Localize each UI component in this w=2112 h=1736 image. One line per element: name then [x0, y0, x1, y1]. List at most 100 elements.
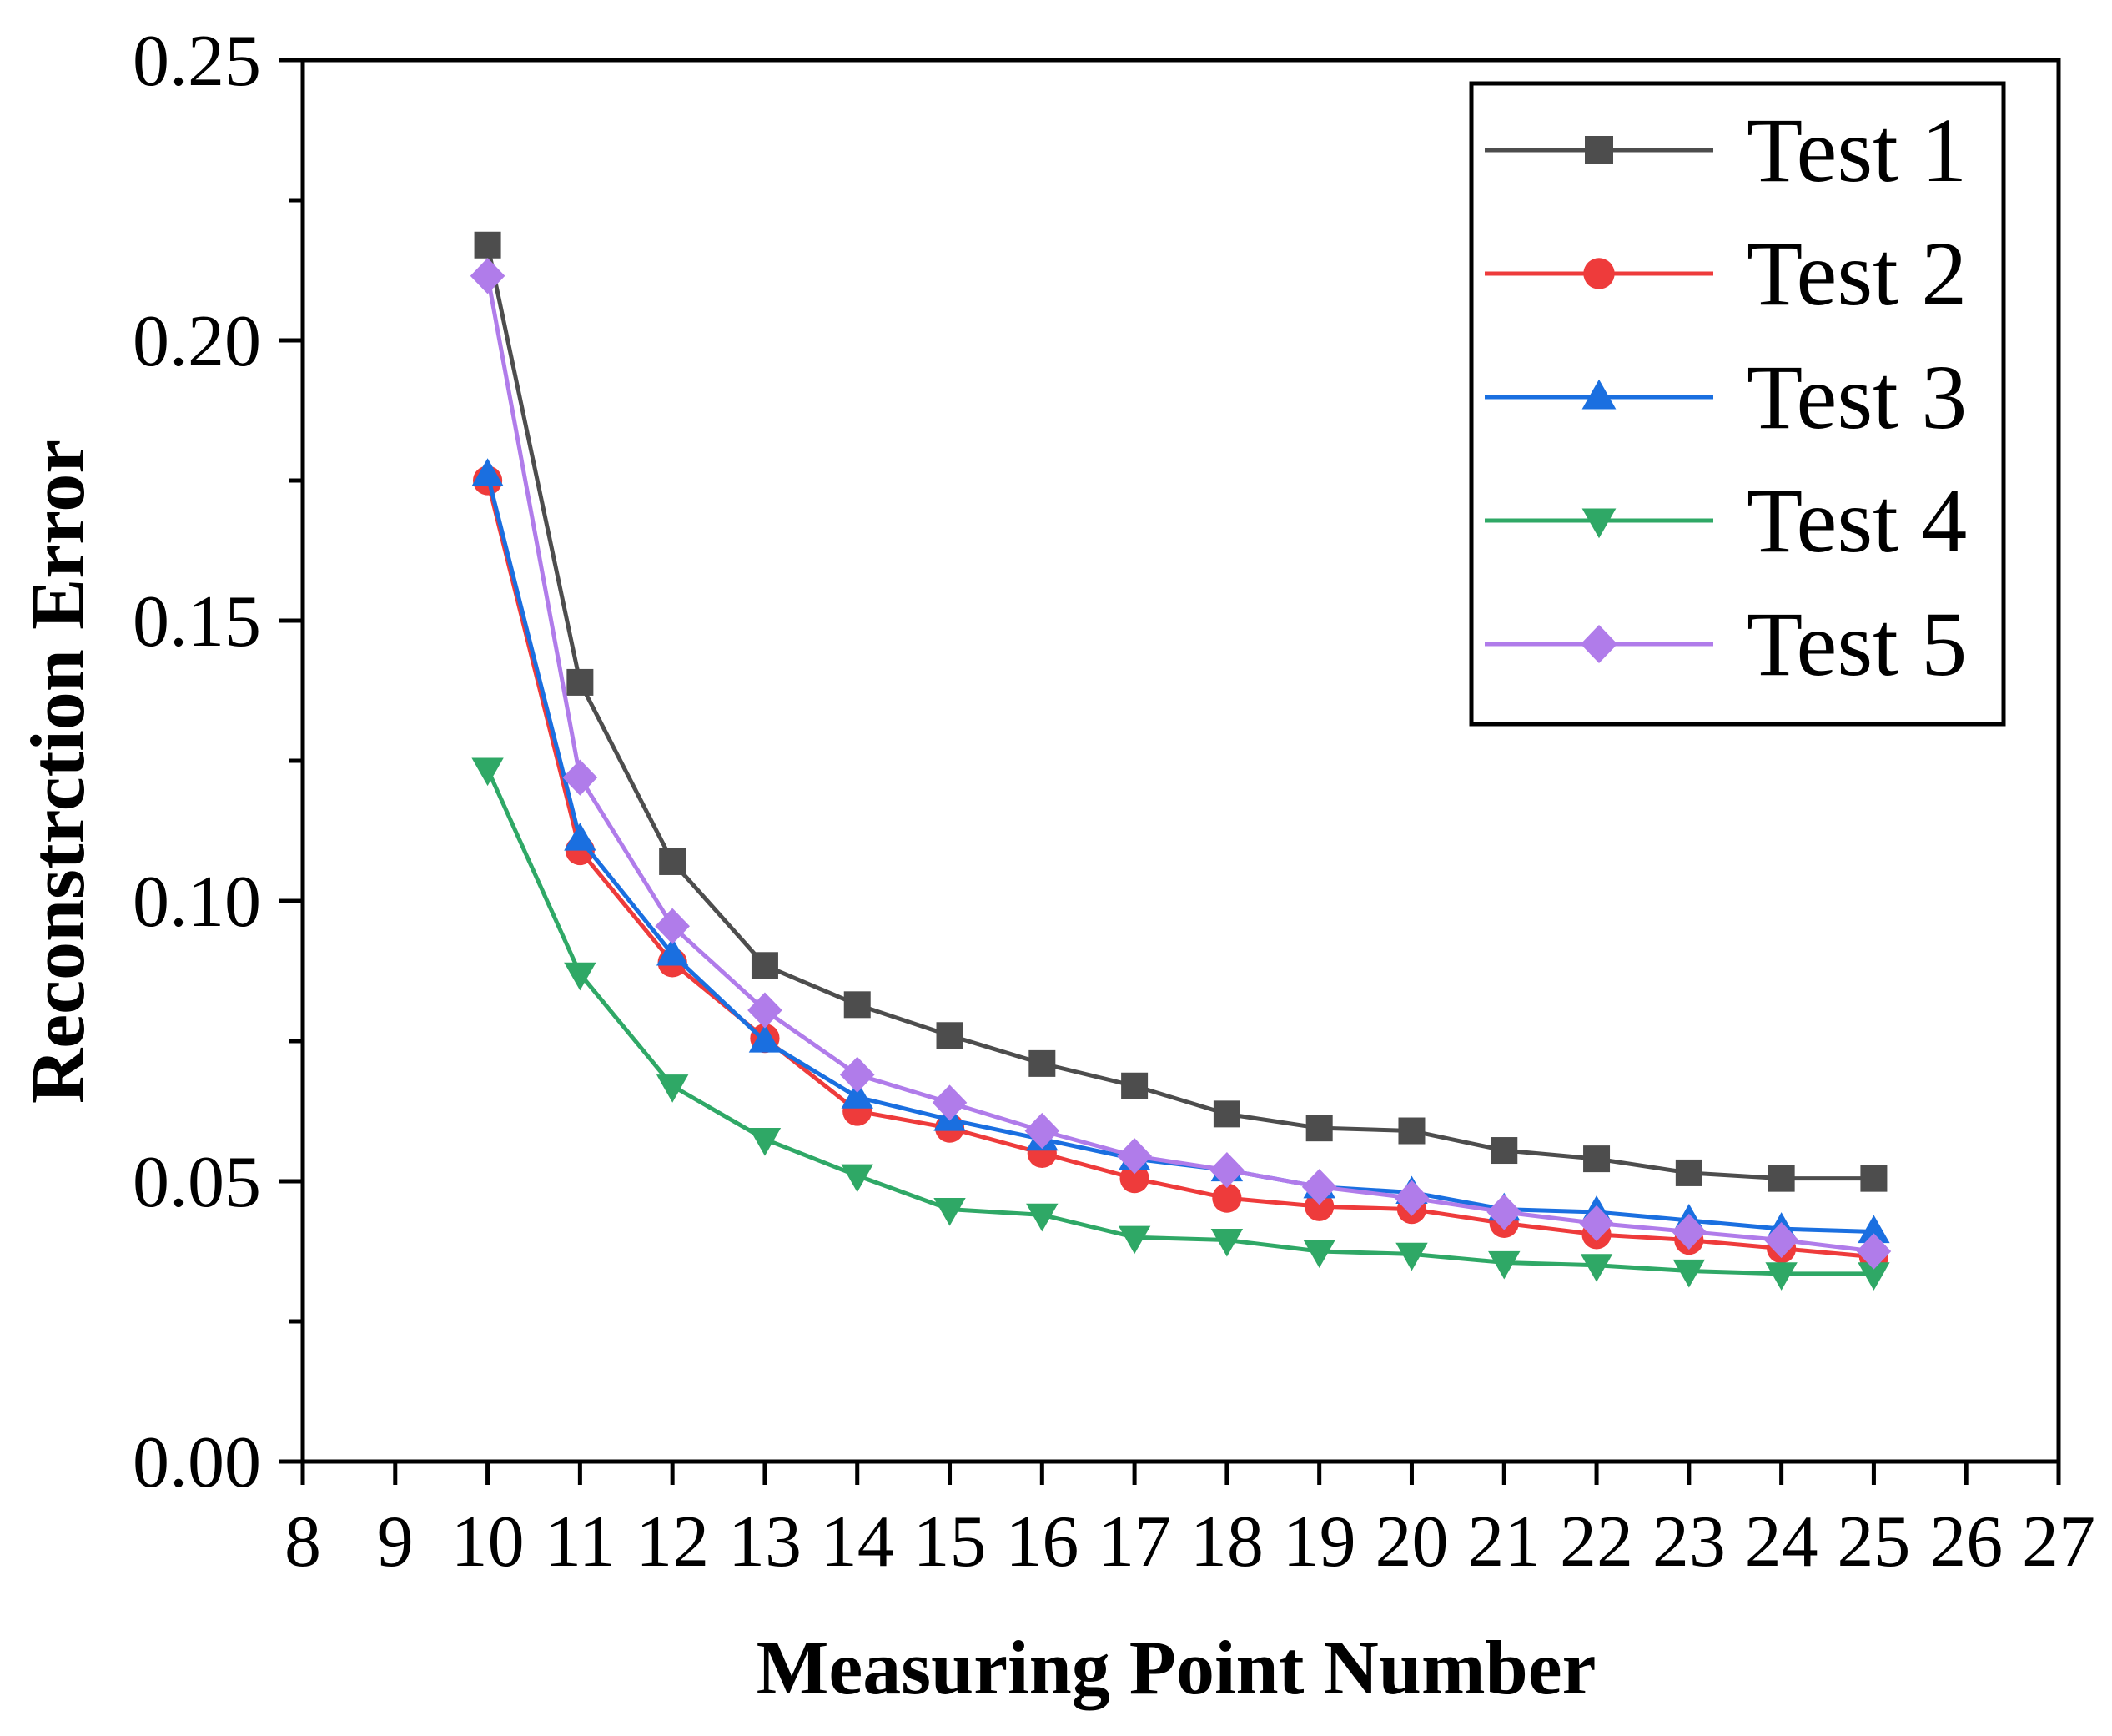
data-point: [564, 962, 596, 991]
legend-label: Test 3: [1747, 346, 1967, 448]
data-point: [471, 458, 504, 486]
data-point: [839, 1056, 875, 1093]
x-tick-label: 11: [545, 1502, 616, 1583]
y-tick-label: 0.00: [133, 1422, 261, 1503]
y-axis-title: Reconstrction Error: [15, 440, 100, 1104]
data-point: [748, 1024, 782, 1053]
x-tick-label: 17: [1098, 1502, 1171, 1583]
x-tick-label: 19: [1283, 1502, 1356, 1583]
data-point: [1580, 625, 1618, 663]
data-point: [1119, 1164, 1149, 1194]
data-point: [1026, 1203, 1059, 1232]
data-point: [751, 952, 778, 979]
data-point: [1118, 1225, 1151, 1255]
data-point: [1672, 1213, 1707, 1250]
data-point: [656, 1074, 689, 1103]
x-tick-label: 26: [1929, 1502, 2003, 1583]
legend-item: Test 3: [1485, 346, 1967, 448]
data-point: [1765, 1262, 1798, 1291]
x-tick-label: 18: [1190, 1502, 1264, 1583]
legend-item: Test 4: [1485, 470, 1967, 571]
x-axis-title: Measuring Point Number: [757, 1625, 1597, 1710]
y-tick-label: 0.10: [133, 862, 261, 943]
data-point: [1213, 1100, 1240, 1128]
data-point: [655, 908, 690, 944]
data-point: [1212, 1183, 1242, 1213]
data-point: [1486, 1194, 1522, 1230]
x-tick-label: 24: [1745, 1502, 1818, 1583]
data-point: [1581, 508, 1617, 539]
y-tick-label: 0.05: [133, 1142, 261, 1223]
x-tick-label: 23: [1652, 1502, 1726, 1583]
data-point: [1209, 1151, 1245, 1189]
data-point: [1768, 1165, 1795, 1192]
data-point: [841, 1164, 873, 1193]
data-point: [1491, 1137, 1518, 1165]
data-point: [933, 1198, 966, 1226]
x-tick-label: 22: [1560, 1502, 1633, 1583]
x-tick-label: 25: [1837, 1502, 1910, 1583]
x-tick-label: 21: [1467, 1502, 1541, 1583]
data-point: [1583, 258, 1615, 289]
legend-box: [1469, 81, 2006, 727]
legend-label: Test 4: [1747, 470, 1967, 571]
data-point: [564, 823, 596, 851]
data-point: [1024, 1112, 1060, 1150]
data-point: [1763, 1221, 1799, 1259]
data-point: [562, 759, 598, 796]
data-point: [936, 1022, 963, 1049]
data-point: [1210, 1228, 1244, 1257]
data-point: [1394, 1180, 1430, 1216]
data-point: [659, 848, 686, 875]
data-point: [1860, 1165, 1888, 1192]
data-point: [747, 992, 782, 1029]
x-tick-label: 14: [821, 1502, 894, 1583]
data-point: [471, 757, 504, 787]
data-point: [1395, 1242, 1428, 1271]
x-tick-label: 10: [451, 1502, 525, 1583]
data-point: [1117, 1138, 1152, 1175]
x-tick-label: 13: [728, 1502, 802, 1583]
data-point: [656, 937, 689, 966]
y-tick-label: 0.20: [133, 301, 261, 382]
data-point: [1585, 136, 1613, 164]
data-point: [1580, 1254, 1613, 1282]
plot-series: [470, 231, 1892, 1291]
data-point: [1858, 1215, 1890, 1244]
data-point: [1121, 1072, 1149, 1099]
x-tick-label: 16: [1005, 1502, 1079, 1583]
data-point: [470, 258, 505, 294]
data-point: [1303, 1240, 1335, 1268]
x-tick-label: 9: [377, 1502, 414, 1583]
legend: Test 1 Test 2 Test 3 Test 4 Test 5: [1469, 81, 2006, 727]
data-point: [1301, 1169, 1337, 1205]
data-point: [748, 1128, 782, 1156]
data-point: [474, 231, 501, 259]
data-point: [1398, 1117, 1426, 1145]
series-line: [485, 275, 1874, 1254]
data-point: [1488, 1250, 1521, 1280]
data-point: [843, 991, 871, 1019]
data-point: [841, 1080, 873, 1109]
legend-label: Test 5: [1747, 593, 1967, 695]
series-5: [470, 258, 1892, 1270]
x-tick-label: 15: [913, 1502, 987, 1583]
x-tick-label: 27: [2022, 1502, 2095, 1583]
data-point: [566, 668, 594, 696]
axes: 8 9 10 11 12 13 14 15 16 17 18 19 20 21 22 23 24 25 26 27 0.…: [133, 21, 2095, 1583]
y-tick-label: 0.25: [133, 21, 261, 102]
series-1: [474, 231, 1888, 1192]
data-point: [1675, 1159, 1702, 1186]
data-point: [1858, 1262, 1890, 1291]
data-point: [1856, 1233, 1892, 1270]
data-point: [1581, 379, 1617, 410]
data-point: [1672, 1259, 1706, 1288]
x-tick-label: 20: [1375, 1502, 1448, 1583]
y-tick-label: 0.15: [133, 581, 261, 662]
legend-label: Test 2: [1747, 223, 1967, 325]
legend-label: Test 1: [1747, 99, 1967, 201]
data-point: [1305, 1115, 1333, 1142]
data-point: [1028, 1049, 1056, 1077]
legend-item: Test 1: [1485, 99, 1967, 201]
